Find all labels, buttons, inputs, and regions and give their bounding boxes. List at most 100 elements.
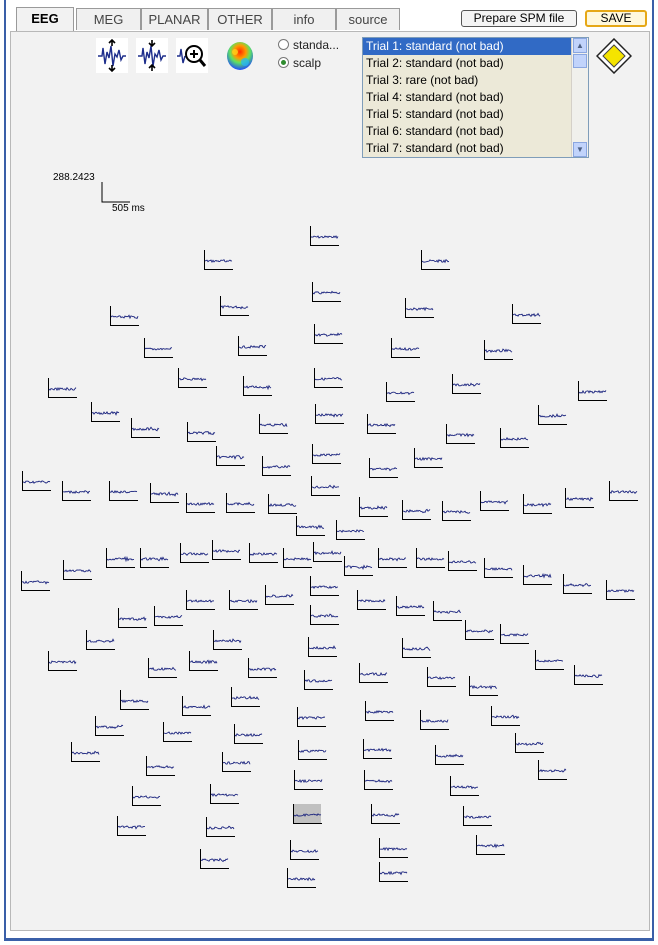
- scroll-up-icon[interactable]: ▲: [573, 38, 587, 53]
- radio-scalp[interactable]: scalp: [278, 56, 321, 70]
- radio-scalp-dot[interactable]: [278, 57, 289, 68]
- save-button[interactable]: SAVE: [585, 10, 647, 27]
- channel-trace[interactable]: [491, 706, 521, 726]
- channel-trace[interactable]: [189, 651, 219, 671]
- channel-trace[interactable]: [402, 638, 432, 658]
- channel-trace[interactable]: [378, 548, 408, 568]
- channel-trace[interactable]: [268, 494, 298, 514]
- channel-trace[interactable]: [226, 493, 256, 513]
- channel-trace[interactable]: [433, 601, 463, 621]
- channel-trace[interactable]: [312, 282, 342, 302]
- tab-source[interactable]: source: [336, 8, 400, 30]
- scalp-map-icon[interactable]: [224, 38, 256, 73]
- channel-trace[interactable]: [71, 742, 101, 762]
- channel-trace[interactable]: [367, 414, 397, 434]
- channel-trace[interactable]: [132, 786, 162, 806]
- channel-trace[interactable]: [311, 476, 341, 496]
- channel-trace[interactable]: [427, 667, 457, 687]
- channel-trace[interactable]: [248, 658, 278, 678]
- channel-trace[interactable]: [310, 605, 340, 625]
- channel-trace[interactable]: [259, 414, 289, 434]
- channel-trace[interactable]: [200, 849, 230, 869]
- channel-trace[interactable]: [204, 250, 234, 270]
- channel-trace[interactable]: [231, 687, 261, 707]
- channel-trace[interactable]: [336, 520, 366, 540]
- channel-trace[interactable]: [314, 368, 344, 388]
- channel-trace[interactable]: [118, 608, 148, 628]
- channel-trace[interactable]: [109, 481, 139, 501]
- channel-trace[interactable]: [110, 306, 140, 326]
- channel-trace[interactable]: [310, 576, 340, 596]
- radio-standard-dot[interactable]: [278, 39, 289, 50]
- channel-trace[interactable]: [182, 696, 212, 716]
- channel-trace[interactable]: [294, 770, 324, 790]
- channel-trace[interactable]: [314, 324, 344, 344]
- channel-trace[interactable]: [154, 606, 184, 626]
- channel-trace[interactable]: [249, 543, 279, 563]
- channel-trace[interactable]: [229, 590, 259, 610]
- trial-item[interactable]: Trial 1: standard (not bad): [363, 38, 572, 55]
- channel-trace[interactable]: [63, 560, 93, 580]
- channel-trace[interactable]: [308, 637, 338, 657]
- channel-trace[interactable]: [140, 548, 170, 568]
- channel-trace[interactable]: [146, 756, 176, 776]
- channel-trace[interactable]: [480, 491, 510, 511]
- tab-eeg[interactable]: EEG: [16, 7, 74, 31]
- trial-item[interactable]: Trial 3: rare (not bad): [366, 73, 479, 87]
- channel-trace[interactable]: [298, 740, 328, 760]
- channel-trace[interactable]: [297, 707, 327, 727]
- channel-trace[interactable]: [563, 574, 593, 594]
- trial-item[interactable]: Trial 2: standard (not bad): [366, 56, 504, 70]
- channel-trace[interactable]: [310, 226, 340, 246]
- channel-trace[interactable]: [187, 422, 217, 442]
- channel-trace[interactable]: [296, 516, 326, 536]
- channel-trace[interactable]: [186, 493, 216, 513]
- channel-trace[interactable]: [243, 376, 273, 396]
- channel-trace[interactable]: [523, 565, 553, 585]
- prepare-spm-file-button[interactable]: Prepare SPM file: [461, 10, 577, 27]
- trial-listbox[interactable]: Trial 1: standard (not bad) Trial 2: sta…: [362, 37, 589, 158]
- channel-trace[interactable]: [435, 745, 465, 765]
- channel-trace[interactable]: [369, 458, 399, 478]
- channel-trace[interactable]: [290, 840, 320, 860]
- channel-trace[interactable]: [606, 580, 636, 600]
- channel-trace[interactable]: [213, 630, 243, 650]
- channel-trace[interactable]: [293, 804, 322, 824]
- channel-trace[interactable]: [359, 663, 389, 683]
- channel-trace[interactable]: [469, 676, 499, 696]
- channel-trace[interactable]: [386, 382, 416, 402]
- channel-trace[interactable]: [312, 444, 342, 464]
- channel-trace[interactable]: [535, 650, 565, 670]
- channel-trace[interactable]: [344, 556, 374, 576]
- channel-trace[interactable]: [117, 816, 147, 836]
- channel-trace[interactable]: [396, 596, 426, 616]
- channel-trace[interactable]: [148, 658, 178, 678]
- channel-trace[interactable]: [442, 501, 472, 521]
- channel-trace[interactable]: [315, 404, 345, 424]
- channel-trace[interactable]: [220, 296, 250, 316]
- channel-trace[interactable]: [364, 770, 394, 790]
- channel-trace[interactable]: [62, 481, 92, 501]
- channel-trace[interactable]: [48, 651, 78, 671]
- channel-trace[interactable]: [500, 428, 530, 448]
- tab-planar[interactable]: PLANAR: [141, 8, 208, 30]
- channel-trace[interactable]: [21, 571, 51, 591]
- channel-trace[interactable]: [476, 835, 506, 855]
- tab-meg[interactable]: MEG: [76, 8, 141, 30]
- channel-trace[interactable]: [120, 690, 150, 710]
- channel-trace[interactable]: [565, 488, 595, 508]
- channel-trace[interactable]: [484, 340, 514, 360]
- channel-trace[interactable]: [420, 710, 450, 730]
- channel-trace[interactable]: [150, 483, 180, 503]
- channel-trace[interactable]: [304, 670, 334, 690]
- channel-trace[interactable]: [405, 298, 435, 318]
- trial-item[interactable]: Trial 6: standard (not bad): [366, 124, 504, 138]
- channel-trace[interactable]: [500, 624, 530, 644]
- channel-trace[interactable]: [106, 548, 136, 568]
- tab-other[interactable]: OTHER: [208, 8, 272, 30]
- channel-trace[interactable]: [238, 336, 268, 356]
- scale-amplitude-icon[interactable]: [96, 38, 128, 73]
- channel-trace[interactable]: [131, 418, 161, 438]
- channel-trace[interactable]: [313, 542, 343, 562]
- channel-trace[interactable]: [178, 368, 208, 388]
